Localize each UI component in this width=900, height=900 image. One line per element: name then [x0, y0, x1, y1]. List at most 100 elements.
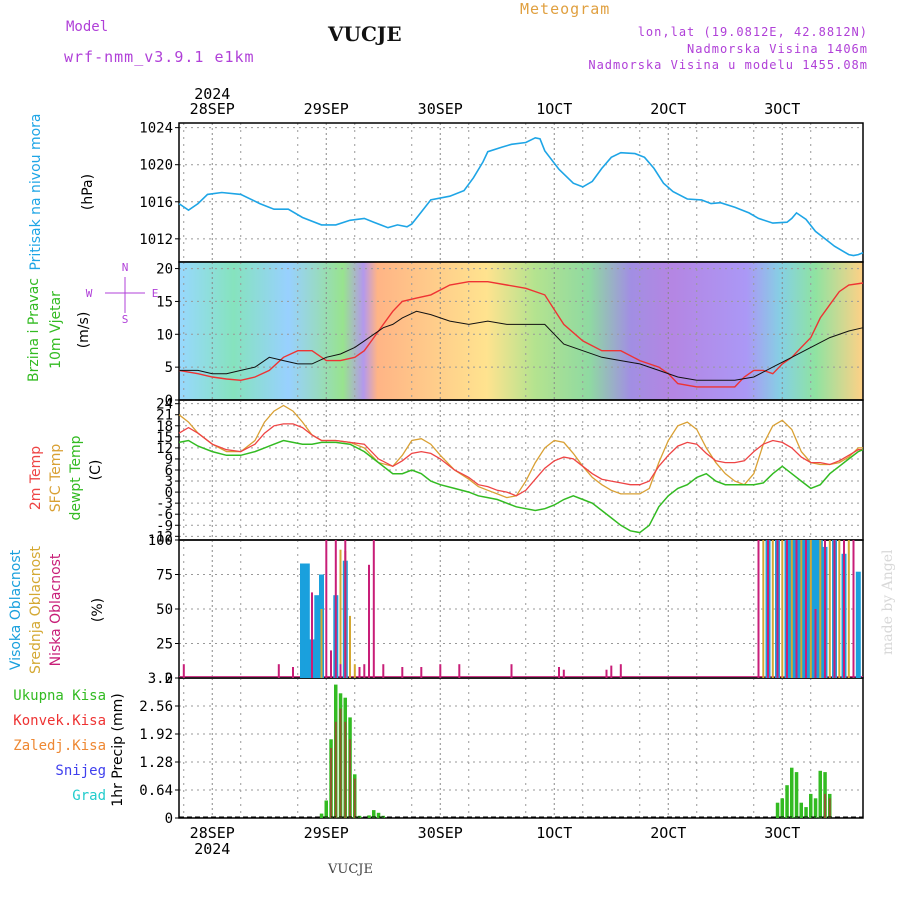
- temp-unit: (C): [88, 460, 104, 481]
- precip-conv-bar: [828, 798, 831, 818]
- cloud-low-bar: [458, 664, 461, 678]
- cloud-mid-bar: [819, 540, 822, 678]
- ytick-label-temperature: 12: [156, 441, 173, 457]
- cloud-low-bar: [558, 667, 560, 678]
- ytick-label-temperature: -12: [148, 529, 173, 545]
- ytick-label-temperature: 18: [156, 419, 173, 435]
- precip-total-bar: [376, 812, 381, 819]
- bottom-date-label: 1OCT: [536, 824, 572, 842]
- cloud-low-bar: [795, 540, 798, 678]
- ytick-label-precip: 1.28: [139, 755, 173, 771]
- pressure-ylabel: Pritisak na nivou mora: [28, 113, 44, 270]
- temp-2m-ylabel: 2m Temp: [28, 446, 44, 510]
- cloud-low-bar: [767, 540, 769, 678]
- top-date-label: 1OCT: [536, 100, 572, 118]
- ytick-label-wind: 0: [165, 393, 173, 409]
- bottom-date-label: 3OCT: [764, 824, 800, 842]
- ytick-label-temperature: -6: [156, 507, 173, 523]
- precip-total-bar: [809, 793, 813, 818]
- cloud-low-bar: [833, 540, 836, 678]
- cloud-low-bar: [382, 664, 385, 678]
- cloud-low-bar: [358, 667, 361, 678]
- wind-gust-line: [179, 310, 864, 381]
- cloud-mid-ylabel: Srednja Oblacnost: [28, 546, 44, 674]
- ytick-label-pressure: 1020: [139, 158, 173, 174]
- bottom-date-label: 2OCT: [650, 824, 686, 842]
- cloud-low-bar: [439, 664, 442, 678]
- hail-ylabel: Grad: [72, 788, 106, 804]
- cloud-low-bar: [292, 667, 294, 678]
- cloud-mid-bar: [771, 540, 774, 678]
- ytick-label-precip: 0.64: [139, 783, 173, 799]
- cloud-low-bar: [372, 540, 375, 678]
- cloud-low-bar: [420, 667, 423, 678]
- top-date-label: 3OCT: [764, 100, 800, 118]
- pressure-unit: (hPa): [80, 174, 96, 210]
- cloud-low-bar: [852, 540, 855, 678]
- precip-total-bar: [372, 810, 376, 818]
- top-date-label: 28SEP: [190, 100, 235, 118]
- ytick-label-pressure: 1016: [139, 195, 173, 211]
- cloud-high-ylabel: Visoka Oblacnost: [8, 549, 24, 670]
- cloud-low-bar: [344, 540, 347, 678]
- cloud-low-bar: [610, 665, 613, 678]
- cloud-mid-bar: [847, 540, 850, 678]
- location-title: VUCJE: [328, 22, 402, 46]
- cloud-mid-bar: [353, 664, 356, 678]
- precip-conv-bar: [824, 793, 826, 818]
- cloud-high-bar: [314, 595, 320, 678]
- precip-conv-bar: [334, 721, 337, 819]
- cloud-low-bar: [786, 540, 788, 678]
- dewpoint-ylabel: dewpt Temp: [68, 435, 84, 520]
- model-label: Model: [66, 19, 109, 35]
- ytick-label-temperature: 6: [165, 463, 173, 479]
- ytick-label-precip: 0: [165, 811, 173, 827]
- precip-unit: 1hr Precip (mm): [110, 693, 126, 806]
- compass-e: E: [152, 287, 159, 300]
- precip-total-bar: [324, 800, 328, 818]
- cloud-mid-bar: [838, 540, 841, 678]
- precip-total-bar: [799, 802, 803, 818]
- bottom-year-label: 2024: [194, 840, 230, 858]
- ytick-label-wind: 10: [156, 327, 173, 343]
- cloud-low-ylabel: Niska Oblacnost: [48, 553, 64, 666]
- wind-arrow-field: [179, 262, 863, 400]
- panel-frame-precip: [178, 677, 864, 819]
- precip-total-bar: [818, 770, 822, 819]
- cloud-high-bar: [855, 571, 861, 678]
- cloud-low-bar: [814, 609, 817, 678]
- cloud-low-bar: [311, 592, 313, 678]
- dewpoint-line: [178, 439, 864, 534]
- ytick-label-precip: 1.92: [139, 727, 173, 743]
- ytick-label-clouds: 100: [148, 533, 173, 549]
- cloud-low-bar: [605, 669, 608, 678]
- cloud-low-bar: [339, 664, 342, 678]
- top-date-label: 29SEP: [304, 100, 349, 118]
- ytick-label-clouds: 0: [165, 671, 173, 687]
- precip-strat-ylabel: Zaledj.Kisa: [13, 738, 106, 754]
- ytick-label-temperature: -9: [156, 518, 173, 534]
- lonlat-text: lon,lat (19.0812E, 42.8812N): [637, 25, 868, 39]
- wind-ylabel-2: Brzina i Pravac: [26, 278, 42, 382]
- pressure-line: [178, 136, 864, 257]
- cloud-low-bar: [182, 664, 185, 678]
- precip-total-bar: [794, 772, 799, 818]
- ytick-label-temperature: 0: [165, 485, 173, 501]
- compass-s: S: [122, 313, 129, 326]
- temp-sfc-ylabel: SFC Temp: [48, 444, 64, 513]
- bottom-date-label: 30SEP: [418, 824, 463, 842]
- ytick-label-temperature: 21: [156, 408, 173, 424]
- cloud-low-bar: [277, 664, 280, 678]
- cloud-unit: (%): [90, 598, 106, 622]
- ytick-label-wind: 20: [156, 262, 173, 278]
- footer-location: VUCJE: [328, 862, 373, 877]
- cloud-mid-bar: [781, 540, 784, 678]
- ytick-label-wind: 5: [165, 360, 173, 376]
- ytick-label-precip: 2.56: [139, 699, 173, 715]
- precip-total-bar: [790, 767, 794, 818]
- bottom-date-label: 29SEP: [304, 824, 349, 842]
- compass-n: N: [122, 261, 129, 274]
- snow-ylabel: Snijeg: [55, 763, 106, 779]
- cloud-low-bar: [363, 664, 366, 678]
